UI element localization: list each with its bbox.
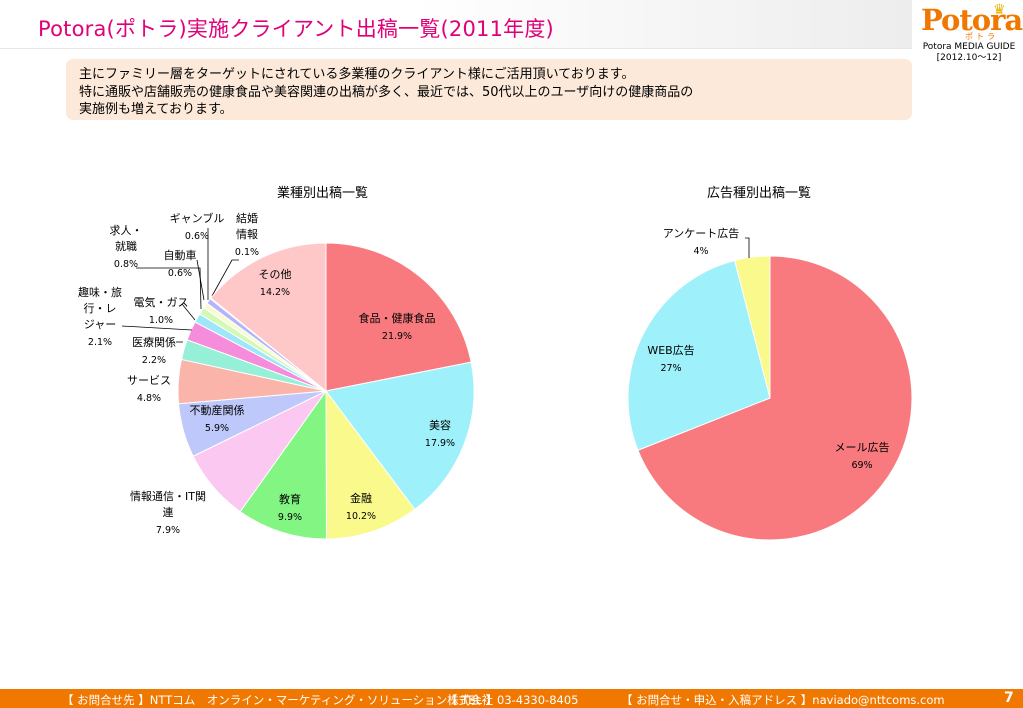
slice-value: 9.9% (278, 512, 302, 523)
slice-value: 0.6% (168, 268, 192, 279)
slice-value: 2.2% (142, 355, 166, 366)
slice-label: メール広告 (835, 441, 890, 454)
slice-label: 行・レ (84, 302, 117, 315)
logo-wordmark: Potora (921, 3, 1023, 37)
slice-label: 不動産関係 (190, 403, 245, 417)
potora-logo: Potora ♛ ポトラ Potora MEDIA GUIDE [2012.10… (915, 0, 1023, 68)
intro-line-3: 実施例も増えております。 (79, 102, 233, 117)
intro-box: 主にファミリー層をターゲットにされている多業種のクライアント様にご活用頂いており… (66, 59, 912, 120)
logo-kana: ポトラ (965, 32, 998, 41)
slice-value: 10.2% (346, 511, 376, 522)
slice-value: 1.0% (149, 315, 173, 326)
intro-line-2: 特に通販や店舗販売の健康食品や美容関連の出稿が多く、最近では、50代以上のユーザ… (79, 85, 694, 100)
slice-value: 4.8% (137, 393, 161, 404)
slice-label: 医療関係 (132, 335, 176, 349)
pie-slice (325, 242, 472, 392)
slice-value: 2.1% (88, 337, 112, 348)
pie-slice (734, 255, 771, 399)
slice-value: 0.8% (114, 259, 138, 270)
slice-label: 食品・健康食品 (359, 311, 436, 325)
slice-value: 0.6% (185, 231, 209, 242)
guide-period: [2012.10～12] (936, 53, 1002, 63)
slice-label: 電気・ガス (134, 295, 189, 309)
slice-label: 結婚 (236, 211, 258, 225)
slice-label: 連 (163, 505, 174, 519)
slice-label: 就職 (115, 239, 137, 253)
title-bar: Potora(ポトラ)実施クライアント出稿一覧(2011年度) (0, 0, 912, 49)
slice-label: アンケート広告 (663, 227, 740, 240)
slice-label: ギャンブル (170, 211, 225, 225)
slice-label: 美容 (429, 418, 451, 432)
footer-bar: 【 お問合せ先 】NTTコム オンライン・マーケティング・ソリューション株式会社… (0, 689, 1023, 708)
slice-label: 金融 (350, 491, 372, 505)
leader-line (136, 267, 202, 310)
pie-slice (210, 242, 327, 393)
slice-label: ジャー (84, 318, 116, 331)
slice-value: 4% (693, 246, 708, 257)
slice-label: その他 (259, 268, 292, 281)
slice-value: 7.9% (156, 525, 180, 536)
page-title: Potora(ポトラ)実施クライアント出稿一覧(2011年度) (38, 17, 554, 41)
page-number: 7 (1004, 690, 1014, 706)
leader-line (121, 325, 193, 331)
slice-value: 69% (851, 460, 872, 471)
slice-label: 趣味・旅 (78, 285, 122, 299)
slice-label: 自動車 (164, 248, 197, 262)
slice-value: 5.9% (205, 423, 229, 434)
footer-tel: 【 TEL 】03-4330-8405 (446, 693, 579, 707)
guide-title: Potora MEDIA GUIDE (922, 42, 1016, 52)
slice-label: 情報 (236, 228, 258, 241)
slice-value: 14.2% (260, 287, 290, 298)
intro-line-1: 主にファミリー層をターゲットにされている多業種のクライアント様にご活用頂いており… (79, 67, 635, 82)
pie-slice (325, 361, 475, 511)
slice-value: 21.9% (382, 331, 412, 342)
slice-value: 27% (660, 363, 681, 374)
slice-value: 17.9% (425, 438, 455, 449)
footer-mail[interactable]: 【 お問合せ・申込・入稿アドレス 】naviado@nttcoms.com (621, 693, 945, 707)
leader-line (211, 259, 239, 297)
slice-label: 求人・ (110, 224, 143, 237)
slice-label: WEB広告 (647, 344, 694, 357)
pie-slice (637, 255, 913, 541)
leader-line (196, 259, 205, 301)
leader-line (745, 237, 750, 258)
slice-label: 教育 (279, 492, 301, 506)
ad-type-chart-title: 広告種別出稿一覧 (707, 186, 812, 201)
pie-charts: 食品・健康食品 21.9% 美容 17.9% 金融 10.2% 教育 9.9% 情報通信・IT関… (78, 211, 913, 541)
media-guide-label: Potora MEDIA GUIDE [2012.10～12] (915, 42, 1023, 64)
footer-contact: 【 お問合せ先 】NTTコム オンライン・マーケティング・ソリューション株式会社 (62, 693, 494, 707)
pie-slice (627, 259, 771, 451)
pie-slice (325, 389, 416, 540)
pie-slice (239, 389, 327, 540)
slice-value: 0.1% (235, 247, 259, 258)
leader-line (181, 303, 196, 321)
slice-label: サービス (127, 374, 171, 387)
crown-icon: ♛ (993, 2, 1006, 18)
slice-label: 情報通信・IT関 (130, 490, 206, 503)
industry-chart-title: 業種別出稿一覧 (277, 186, 369, 201)
